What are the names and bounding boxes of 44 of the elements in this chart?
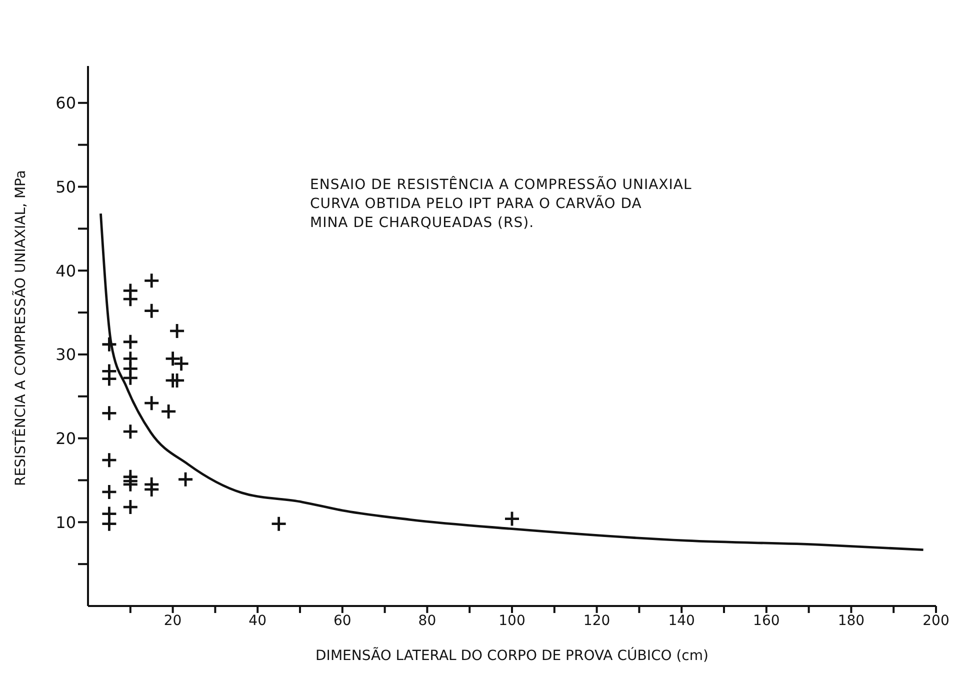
point (101, 336, 118, 353)
annotation: CURVA OBTIDA PELO IPT PARA O CARVÃO DA (310, 195, 643, 214)
x-tick-label: 200 (922, 612, 950, 629)
x-tick-label: 20 (164, 612, 182, 629)
point (122, 370, 139, 386)
point (143, 272, 160, 289)
x-tick-label: 60 (333, 612, 352, 629)
point (122, 476, 139, 493)
x-axis-title: DIMENSÃO LATERAL DO CORPO DE PROVA CÚBICO (cm) (316, 647, 708, 664)
point (168, 372, 186, 389)
point (168, 322, 186, 340)
x-tick-label: 100 (498, 612, 526, 629)
point (160, 403, 177, 420)
annotation: MINA DE CHARQUEADAS (RS). (310, 214, 536, 233)
point (122, 498, 139, 516)
point (504, 510, 520, 527)
y-tick-label: 20 (56, 428, 76, 448)
point (101, 370, 118, 387)
point (143, 302, 160, 320)
point (122, 290, 139, 308)
x-tick-label: 140 (668, 612, 695, 629)
y-tick-label: 30 (56, 345, 76, 364)
x-tick-label: 180 (838, 612, 865, 629)
line-series (100, 212, 924, 552)
point (101, 452, 118, 468)
annotation: ENSAIO DE RESISTÊNCIA A COMPRESSÃO UNIAXIAL (310, 176, 692, 195)
y-tick-label: 10 (56, 512, 76, 532)
point (143, 394, 160, 412)
y-tick-label: 40 (56, 261, 76, 280)
x-tick-label: 40 (248, 612, 267, 629)
x-tick-label: 160 (753, 612, 780, 629)
point (101, 484, 118, 500)
y-tick-label: 50 (56, 177, 76, 196)
point (177, 471, 194, 488)
y-tick-label: 60 (56, 94, 76, 113)
x-tick-label: 120 (583, 612, 610, 629)
point (143, 481, 160, 498)
x-tick-label: 80 (418, 612, 436, 629)
point (122, 423, 139, 440)
y-axis-title: RESISTÊNCIA A COMPRESSÃO UNIAXIAL, MPa (12, 170, 29, 486)
point (270, 516, 287, 532)
point (101, 404, 118, 422)
point (122, 334, 139, 350)
point (101, 516, 118, 532)
